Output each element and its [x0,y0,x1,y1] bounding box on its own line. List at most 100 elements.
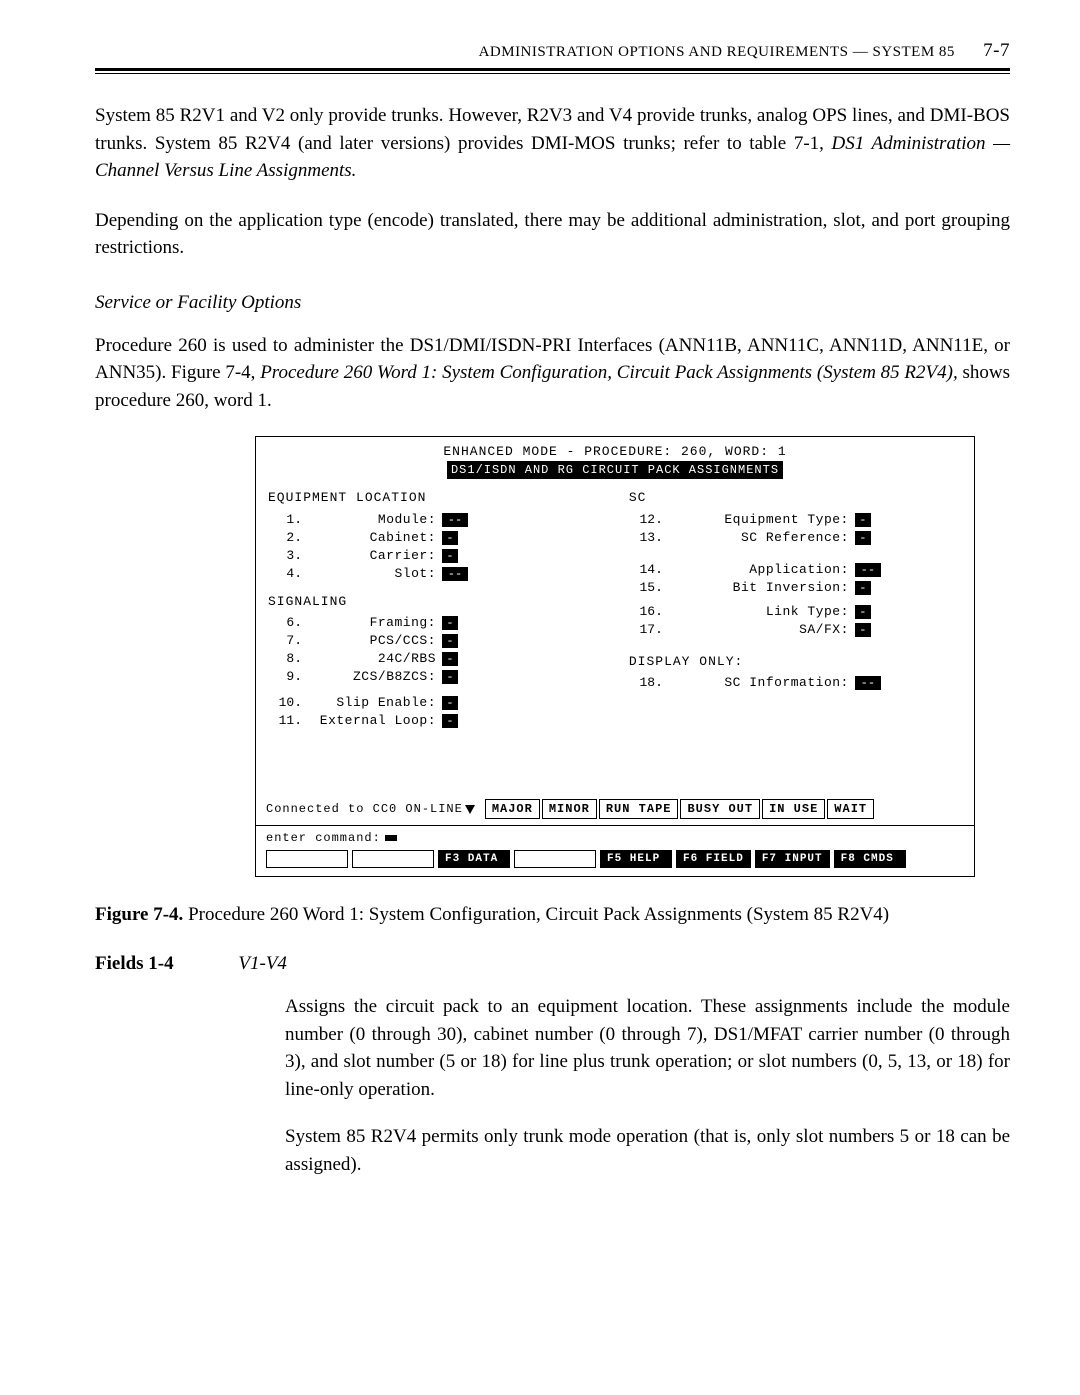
terminal-field-row: 4.Slot:-- [268,565,629,583]
fields-heading: Fields 1-4 V1-V4 [95,953,1010,975]
terminal-field-row: 11.External Loop:- [268,712,629,730]
terminal-field-row: 16.Link Type:- [629,603,962,621]
terminal-field-row: 13.SC Reference:- [629,529,962,547]
group-equipment-location: EQUIPMENT LOCATION [268,489,629,507]
group-sc: SC [629,489,962,507]
field-value-box: - [442,616,458,630]
field-value-box: - [855,531,871,545]
status-connected: Connected to CC0 ON-LINE [266,801,463,817]
terminal-field-row: 7.PCS/CCS:- [268,632,629,650]
header-text: ADMINISTRATION OPTIONS AND REQUIREMENTS … [479,44,955,60]
status-chip: BUSY OUT [680,799,760,819]
field-value-box: - [855,581,871,595]
fkey-empty [514,850,596,868]
header-rule-thin [95,73,1010,74]
terminal-title-2: DS1/ISDN AND RG CIRCUIT PACK ASSIGNMENTS [447,461,783,479]
terminal-field-row: 14.Application:-- [629,561,962,579]
field-label: Link Type: [669,603,853,621]
field-label: External Loop: [308,712,440,730]
field-number: 6. [268,614,308,632]
field-number: 9. [268,668,308,686]
field-value-box: - [855,513,871,527]
field-value-box: - [855,623,871,637]
field-value-box: - [442,670,458,684]
field-label: ZCS/B8ZCS: [308,668,440,686]
fkey-f5-help: F5 HELP [600,850,672,868]
terminal-field-row: 15.Bit Inversion:- [629,579,962,597]
figure-caption: Figure 7-4. Procedure 260 Word 1: System… [195,901,1010,929]
field-label: Cabinet: [308,529,440,547]
field-label: SA/FX: [669,621,853,639]
field-label: Module: [308,511,440,529]
status-chip: WAIT [827,799,874,819]
terminal-field-row: 3.Carrier:- [268,547,629,565]
field-number: 17. [629,621,669,639]
field-label: PCS/CCS: [308,632,440,650]
field-number: 4. [268,565,308,583]
status-chip: MAJOR [485,799,540,819]
terminal-figure: ENHANCED MODE - PROCEDURE: 260, WORD: 1 … [255,436,975,877]
field-number: 3. [268,547,308,565]
field-desc-2: System 85 R2V4 permits only trunk mode o… [285,1123,1010,1178]
field-number: 14. [629,561,669,579]
status-chip: RUN TAPE [599,799,679,819]
field-label: Bit Inversion: [669,579,853,597]
section-title-service: Service or Facility Options [95,292,1010,314]
down-triangle-icon [465,805,475,814]
terminal-field-row: 18.SC Information:-- [629,674,962,692]
status-chip: IN USE [762,799,825,819]
fkey-f6-field: F6 FIELD [676,850,751,868]
field-value-box: -- [855,676,881,690]
field-value-box: - [442,531,458,545]
field-value-box: - [442,549,458,563]
fkey-f8-cmds: F8 CMDS [834,850,906,868]
terminal-title-1: ENHANCED MODE - PROCEDURE: 260, WORD: 1 [256,437,974,461]
fkey-f3-data: F3 DATA [438,850,510,868]
terminal-field-row: 10.Slip Enable:- [268,694,629,712]
field-value-box: - [442,652,458,666]
command-prompt: enter command: [266,830,964,846]
field-number: 16. [629,603,669,621]
field-value-box: - [855,605,871,619]
terminal-field-row: 9.ZCS/B8ZCS:- [268,668,629,686]
field-label: Equipment Type: [669,511,853,529]
fkey-empty [266,850,348,868]
status-bar: Connected to CC0 ON-LINE MAJORMINORRUN T… [256,795,974,825]
cursor-icon [385,835,397,841]
field-label: Slip Enable: [308,694,440,712]
field-number: 2. [268,529,308,547]
fkey-row: F3 DATAF5 HELPF6 FIELDF7 INPUTF8 CMDS [256,848,974,876]
field-number: 8. [268,650,308,668]
field-number: 10. [268,694,308,712]
status-chip: MINOR [542,799,597,819]
field-label: SC Reference: [669,529,853,547]
field-value-box: -- [442,513,468,527]
page-number: 7-7 [983,40,1010,61]
page-header: ADMINISTRATION OPTIONS AND REQUIREMENTS … [95,40,1010,62]
field-label: Slot: [308,565,440,583]
field-label: SC Information: [669,674,853,692]
field-value-box: - [442,714,458,728]
field-desc-1: Assigns the circuit pack to an equipment… [285,993,1010,1103]
field-number: 7. [268,632,308,650]
fkey-empty [352,850,434,868]
paragraph-1: System 85 R2V1 and V2 only provide trunk… [95,102,1010,185]
field-label: 24C/RBS [308,650,440,668]
terminal-field-row: 1.Module:-- [268,511,629,529]
field-label: Carrier: [308,547,440,565]
paragraph-2: Depending on the application type (encod… [95,207,1010,262]
terminal-field-row: 17.SA/FX:- [629,621,962,639]
field-value-box: -- [855,563,881,577]
field-number: 12. [629,511,669,529]
field-number: 13. [629,529,669,547]
field-number: 15. [629,579,669,597]
group-signaling: SIGNALING [268,593,629,611]
field-value-box: - [442,696,458,710]
field-number: 18. [629,674,669,692]
paragraph-3: Procedure 260 is used to administer the … [95,332,1010,415]
field-label: Framing: [308,614,440,632]
terminal-field-row: 6.Framing:- [268,614,629,632]
terminal-field-row: 8.24C/RBS- [268,650,629,668]
field-number: 11. [268,712,308,730]
field-number: 1. [268,511,308,529]
